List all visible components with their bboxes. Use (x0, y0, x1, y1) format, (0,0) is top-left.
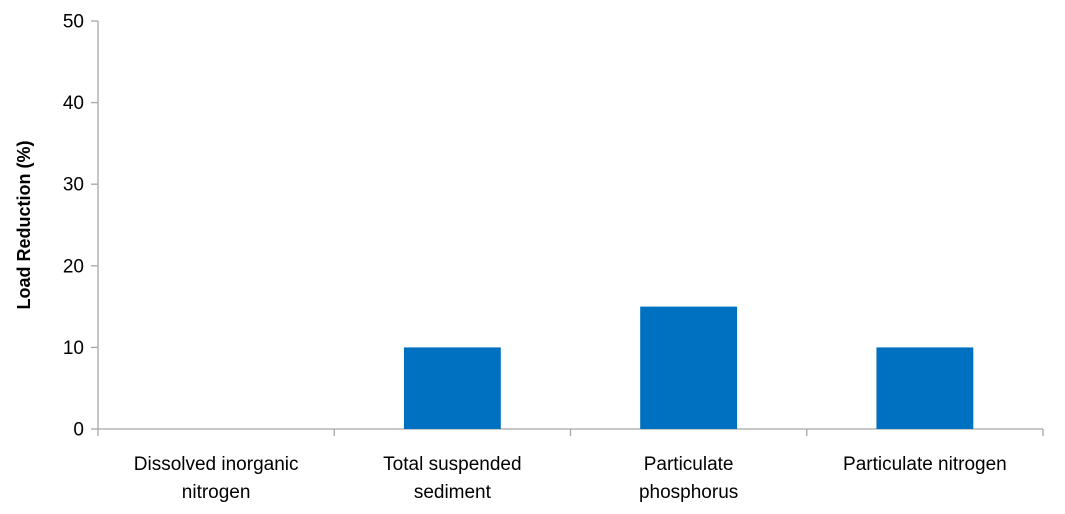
y-tick-label: 30 (63, 175, 84, 196)
y-axis-title: Load Reduction (%) (14, 141, 34, 310)
y-tick-label: 40 (63, 93, 84, 114)
y-tick-label: 0 (73, 420, 84, 441)
x-category-label: Dissolved inorganic nitrogen (134, 454, 299, 503)
category-labels: Dissolved inorganic nitrogen Total suspend… (134, 454, 1007, 503)
x-axis (97, 428, 1044, 436)
x-category-label: Particulate nitrogen (843, 454, 1007, 475)
bar (640, 306, 738, 429)
y-tick-label: 50 (63, 12, 84, 33)
bar (876, 347, 974, 429)
y-tick-label: 10 (63, 338, 84, 359)
y-tick-label: 20 (63, 256, 84, 277)
bars (403, 306, 974, 429)
bar (403, 347, 501, 429)
x-category-label: Particulate phosphorus (639, 454, 738, 503)
x-category-label: Total suspended sediment (383, 454, 521, 503)
y-axis: 0 10 20 30 40 50 (63, 12, 99, 441)
